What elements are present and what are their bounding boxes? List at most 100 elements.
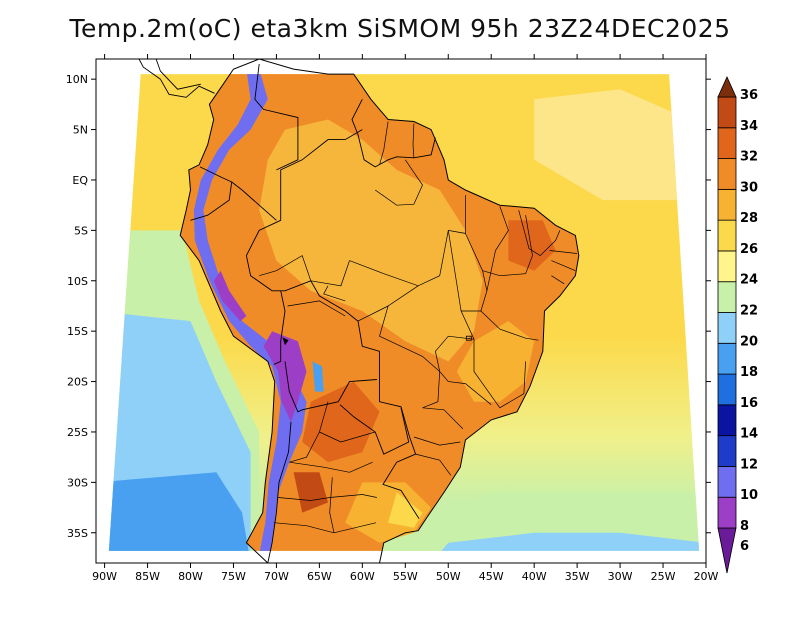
state-border-15 — [473, 339, 526, 409]
central-america-coast-north — [155, 58, 201, 90]
lat-tick-label: 5S — [74, 224, 88, 237]
lat-tick-label: 30S — [67, 476, 88, 489]
uruguay-warm-zone — [388, 492, 423, 528]
state-border-17 — [422, 407, 464, 430]
bolivia-south-border — [284, 361, 377, 413]
colorbar-swatch — [717, 435, 737, 467]
lon-tick-label: 80W — [178, 570, 203, 583]
lon-tick-label: 55W — [393, 570, 418, 583]
peru-bolivia-border — [273, 290, 286, 365]
state-border-19 — [415, 453, 452, 476]
lake-titicaca — [282, 337, 289, 346]
colorbar-swatch — [717, 188, 737, 221]
lon-tick-label: 70W — [264, 570, 289, 583]
colorbar-swatch — [717, 466, 737, 498]
lon-tick-label: 35W — [565, 570, 590, 583]
colorbar-max-arrow — [717, 76, 737, 98]
lon-tick-label: 20W — [694, 570, 719, 583]
province-border-3 — [278, 494, 377, 501]
colorbar-swatch — [717, 158, 737, 190]
state-border-8 — [482, 215, 533, 277]
central-america-coast — [138, 58, 215, 98]
colorbar-label: 18 — [740, 365, 758, 380]
lat-tick-label: 25S — [67, 426, 88, 439]
altiplano-cold-zone — [263, 331, 307, 422]
lat-tick-label: 10N — [66, 73, 88, 86]
colorbar-swatch — [717, 312, 737, 344]
state-border-2 — [374, 159, 423, 206]
colorbar-label: 6 — [740, 539, 749, 554]
colorbar-swatch — [717, 127, 737, 159]
lon-tick-label: 90W — [92, 570, 117, 583]
lat-tick-label: 15S — [67, 325, 88, 338]
bolivia-slope-zone — [312, 361, 324, 392]
cuyo-hot-zone — [293, 472, 328, 513]
colorbar-label: 24 — [740, 273, 758, 288]
lon-tick-label: 50W — [436, 570, 461, 583]
state-border-9 — [486, 206, 509, 291]
colorbar-swatch — [717, 373, 737, 406]
colorbar-label: 10 — [740, 488, 758, 503]
colorbar-swatch — [717, 496, 737, 529]
colorbar-label: 14 — [740, 427, 758, 442]
lon-tick-label: 85W — [135, 570, 160, 583]
state-border-12 — [551, 260, 576, 272]
colorbar-label: 34 — [740, 119, 758, 134]
bolivia-north-border — [287, 300, 346, 317]
province-border-4 — [273, 522, 377, 534]
state-border-3 — [310, 260, 350, 287]
southeast-warm-zone — [456, 321, 535, 402]
lon-tick-label: 65W — [307, 570, 332, 583]
temperature-field — [108, 74, 700, 551]
guianas-border — [351, 99, 436, 168]
colorbar-swatch — [717, 96, 737, 129]
state-border-11 — [549, 250, 578, 254]
chile-argentina-border — [267, 421, 292, 564]
colorbar-swatch — [717, 250, 737, 283]
lon-tick-label: 75W — [221, 570, 246, 583]
state-border-18 — [413, 436, 461, 446]
state-border-21 — [357, 305, 389, 322]
paraguay-border — [339, 404, 410, 455]
province-border-1 — [318, 401, 376, 443]
colorbar-label: 20 — [740, 334, 758, 349]
lat-tick-label: 5N — [73, 124, 88, 137]
colorbar-swatch — [717, 219, 737, 252]
colorbar-label: 30 — [740, 180, 758, 195]
province-border-5 — [289, 431, 320, 463]
colorbar-swatch — [717, 342, 737, 375]
peru-andes-cold-zone — [213, 270, 247, 322]
state-border-14 — [480, 310, 539, 341]
state-border-20 — [323, 285, 346, 302]
axes: 90W 85W 80W 75W 70W 65W 60W 55W 50W 45W 40W 35W 30W 2… — [66, 54, 719, 583]
state-border-13 — [551, 275, 565, 285]
colorbar-label: 12 — [740, 457, 758, 472]
map-title: Temp.2m(oC) eta3km SiSMOM 95h 23Z24DEC20… — [69, 14, 731, 43]
pacific-coldest-zone — [108, 472, 251, 551]
lat-tick-label: EQ — [72, 174, 88, 187]
state-border-6 — [435, 230, 475, 372]
colorbar-label: 16 — [740, 396, 758, 411]
province-border-2 — [289, 461, 373, 473]
lon-tick-label: 45W — [479, 570, 504, 583]
colorbar-label: 32 — [740, 150, 758, 165]
lat-tick-label: 35S — [67, 527, 88, 540]
state-border-4 — [259, 255, 312, 281]
coastline — [179, 58, 580, 564]
colorbar-label: 36 — [740, 88, 758, 103]
colorbar: 6 8 10 12 14 16 18 20 22 24 26 28 30 32 34 36 — [717, 76, 758, 574]
colorbar-swatch — [717, 281, 737, 313]
lat-tick-label: 10S — [67, 275, 88, 288]
colorbar-label: 8 — [740, 519, 749, 534]
lon-tick-label: 25W — [651, 570, 676, 583]
state-border-16 — [439, 371, 492, 405]
guyana-suriname-border — [379, 121, 389, 165]
pampas-warm-zone — [345, 482, 432, 543]
suriname-guiana-border — [412, 123, 415, 158]
federal-district — [465, 335, 472, 341]
brazil-border — [245, 129, 420, 519]
lon-tick-label: 60W — [350, 570, 375, 583]
ecuador-border — [190, 166, 233, 221]
lon-tick-label: 40W — [522, 570, 547, 583]
